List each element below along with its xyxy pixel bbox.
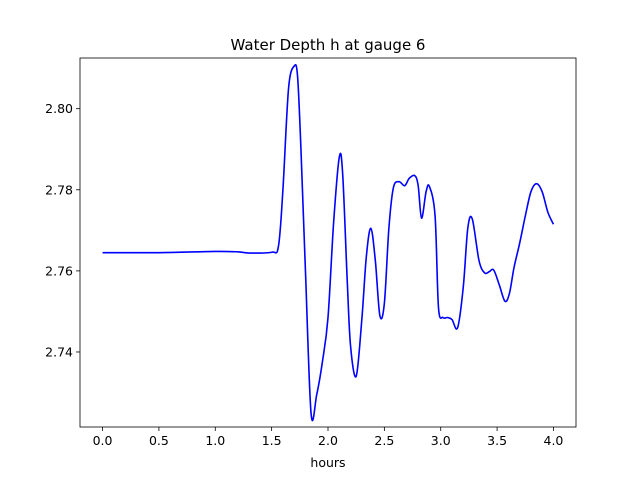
chart-title: Water Depth h at gauge 6 xyxy=(231,36,426,54)
y-tick-label: 2.78 xyxy=(45,182,73,197)
x-axis-label: hours xyxy=(310,455,345,470)
x-tick-label: 0.5 xyxy=(149,433,169,448)
x-tick-label: 3.0 xyxy=(431,433,451,448)
x-tick-label: 4.0 xyxy=(544,433,564,448)
series-layer xyxy=(102,63,555,422)
x-tick-label: 1.5 xyxy=(262,433,282,448)
plot-frame xyxy=(79,57,577,428)
plot-background xyxy=(80,58,576,427)
x-tick-label: 2.0 xyxy=(318,433,338,448)
y-axis-ticks: 2.74 2.76 2.78 2.80 xyxy=(45,101,80,359)
y-tick-label: 2.74 xyxy=(45,344,73,359)
series-line xyxy=(102,63,555,422)
x-tick-label: 2.5 xyxy=(374,433,394,448)
y-tick-label: 2.80 xyxy=(45,101,73,116)
x-tick-label: 3.5 xyxy=(487,433,507,448)
x-tick-label: 0.0 xyxy=(93,433,113,448)
y-tick-label: 2.76 xyxy=(45,263,73,278)
x-axis-ticks: 0.0 0.5 1.0 1.5 2.0 2.5 3.0 3.5 4.0 xyxy=(93,427,564,448)
x-tick-label: 1.0 xyxy=(205,433,225,448)
